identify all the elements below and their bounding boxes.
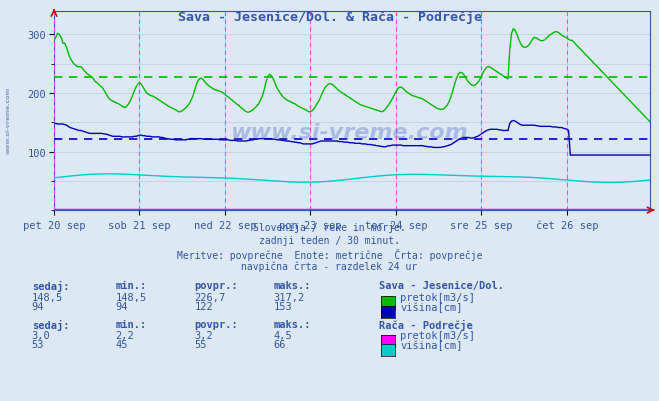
Text: Slovenija / reke in morje.: Slovenija / reke in morje.: [253, 223, 406, 233]
Text: 153: 153: [273, 302, 292, 312]
Text: zadnji teden / 30 minut.: zadnji teden / 30 minut.: [259, 235, 400, 245]
Text: 2,2: 2,2: [115, 330, 134, 340]
Text: min.:: min.:: [115, 281, 146, 291]
Text: povpr.:: povpr.:: [194, 319, 238, 329]
Text: maks.:: maks.:: [273, 319, 311, 329]
Text: povpr.:: povpr.:: [194, 281, 238, 291]
Text: sedaj:: sedaj:: [32, 281, 69, 292]
Text: maks.:: maks.:: [273, 281, 311, 291]
Text: min.:: min.:: [115, 319, 146, 329]
Text: 94: 94: [115, 302, 128, 312]
Text: 317,2: 317,2: [273, 292, 304, 302]
Text: www.si-vreme.com: www.si-vreme.com: [231, 122, 468, 142]
Text: 148,5: 148,5: [32, 292, 63, 302]
Text: 3,0: 3,0: [32, 330, 50, 340]
Text: www.si-vreme.com: www.si-vreme.com: [6, 87, 11, 154]
Text: 94: 94: [32, 302, 44, 312]
Text: 4,5: 4,5: [273, 330, 292, 340]
Text: navpična črta - razdelek 24 ur: navpična črta - razdelek 24 ur: [241, 261, 418, 271]
Text: Sava - Jesenice/Dol.: Sava - Jesenice/Dol.: [379, 281, 504, 291]
Text: višina[cm]: višina[cm]: [400, 340, 463, 350]
Text: 53: 53: [32, 340, 44, 350]
Text: 45: 45: [115, 340, 128, 350]
Text: sedaj:: sedaj:: [32, 319, 69, 330]
Text: Meritve: povprečne  Enote: metrične  Črta: povprečje: Meritve: povprečne Enote: metrične Črta:…: [177, 248, 482, 260]
Text: Rača - Podrečje: Rača - Podrečje: [379, 319, 473, 330]
Text: višina[cm]: višina[cm]: [400, 302, 463, 312]
Text: 3,2: 3,2: [194, 330, 213, 340]
Text: 122: 122: [194, 302, 213, 312]
Text: pretok[m3/s]: pretok[m3/s]: [400, 292, 475, 302]
Text: 55: 55: [194, 340, 207, 350]
Text: 148,5: 148,5: [115, 292, 146, 302]
Text: pretok[m3/s]: pretok[m3/s]: [400, 330, 475, 340]
Text: Sava - Jesenice/Dol. & Rača - Podrečje: Sava - Jesenice/Dol. & Rača - Podrečje: [177, 11, 482, 24]
Text: 66: 66: [273, 340, 286, 350]
Text: 226,7: 226,7: [194, 292, 225, 302]
